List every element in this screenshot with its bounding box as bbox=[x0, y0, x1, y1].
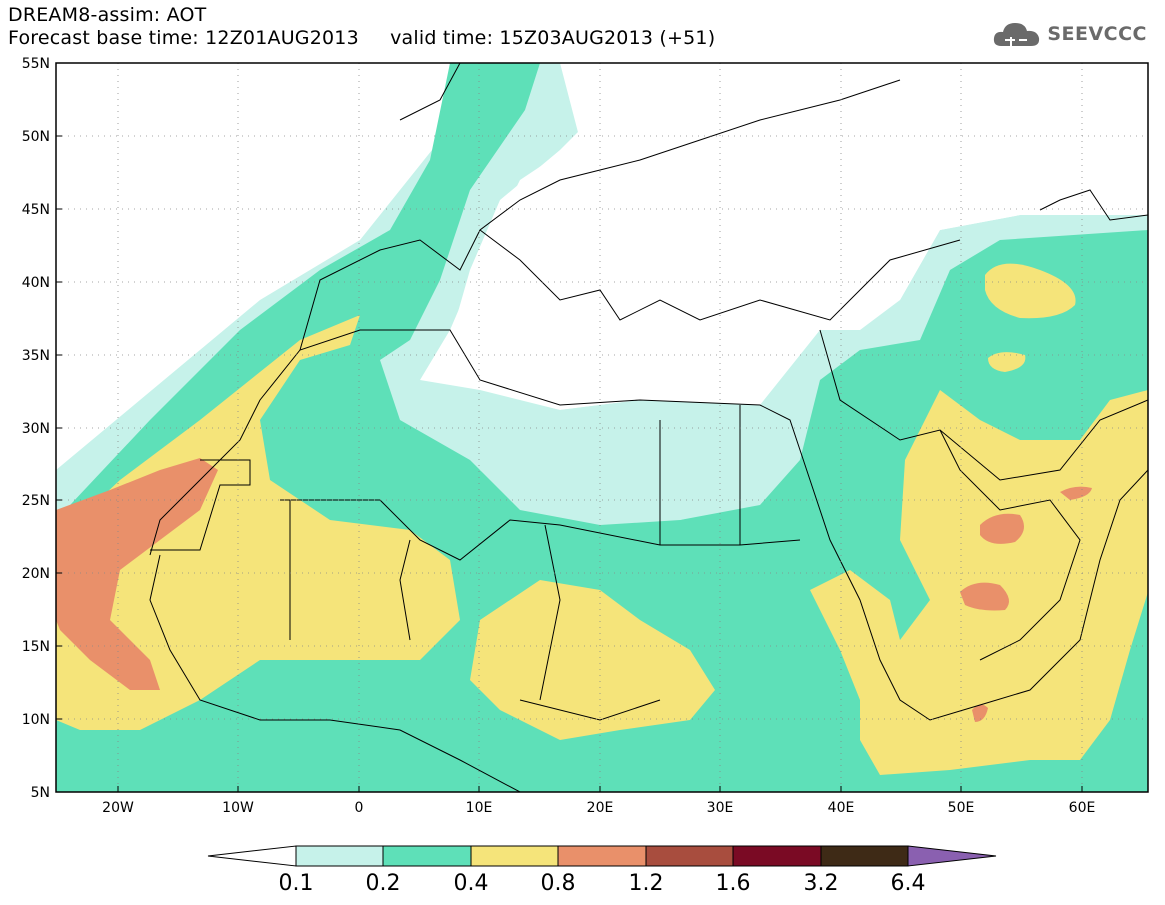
colorbar-label: 0.2 bbox=[366, 871, 401, 896]
colorbar-box bbox=[382, 845, 472, 867]
lon-labels: 20W 10W 0 10E 20E 30E 40E 50E 60E bbox=[102, 800, 1095, 816]
lat-label: 10N bbox=[22, 712, 50, 728]
lon-label: 10W bbox=[222, 800, 254, 816]
colorbar-label: 3.2 bbox=[804, 871, 839, 896]
lon-label: 10E bbox=[466, 800, 493, 816]
seevccc-logo: SEEVCCC bbox=[991, 18, 1147, 50]
aot-band-0-8c bbox=[960, 582, 1009, 611]
title-block: DREAM8-assim: AOT Forecast base time: 12… bbox=[8, 4, 715, 50]
aot-band-0-4d bbox=[985, 263, 1076, 319]
colorbar-arrow-low bbox=[207, 845, 297, 867]
logo-text: SEEVCCC bbox=[1047, 23, 1147, 45]
colorbar-label: 0.1 bbox=[279, 871, 314, 896]
colorbar-box bbox=[732, 845, 822, 867]
aot-low-region bbox=[470, 390, 790, 520]
aot-band-0-8e bbox=[972, 704, 988, 722]
time-line: Forecast base time: 12Z01AUG2013 valid t… bbox=[8, 27, 715, 50]
colorbar-label: 6.4 bbox=[891, 871, 926, 896]
aot-clear-europe bbox=[450, 63, 1148, 405]
colorbar-label: 1.2 bbox=[629, 871, 664, 896]
colorbar-label: 1.6 bbox=[716, 871, 751, 896]
lon-label: 30E bbox=[707, 800, 734, 816]
colorbar-box bbox=[645, 845, 734, 867]
colorbar-arrow-high bbox=[907, 845, 997, 867]
aot-contours bbox=[56, 63, 1148, 792]
colorbar-labels: 0.1 0.2 0.4 0.8 1.2 1.6 3.2 6.4 bbox=[279, 871, 926, 896]
graticule bbox=[56, 63, 1148, 792]
aot-band-0-4 bbox=[56, 315, 460, 730]
lat-label: 55N bbox=[22, 56, 50, 72]
valid-time: valid time: 15Z03AUG2013 (+51) bbox=[390, 27, 716, 49]
lon-label: 20E bbox=[587, 800, 614, 816]
lon-label: 50E bbox=[948, 800, 975, 816]
coastlines bbox=[149, 63, 1148, 792]
aot-band-0-8 bbox=[56, 458, 218, 690]
aot-band-0-4b bbox=[470, 580, 715, 740]
lat-label: 35N bbox=[22, 348, 50, 364]
lat-labels: 55N 50N 45N 40N 35N 30N 25N 20N 15N 10N … bbox=[22, 56, 50, 801]
lat-label: 50N bbox=[22, 129, 50, 145]
aot-band-0-8b bbox=[980, 513, 1024, 544]
lon-label: 40E bbox=[828, 800, 855, 816]
colorbar-box bbox=[820, 845, 909, 867]
colorbar-box bbox=[557, 845, 647, 867]
lat-label: 45N bbox=[22, 202, 50, 218]
lon-label: 20W bbox=[102, 800, 134, 816]
aot-band-0-8d bbox=[1060, 486, 1092, 500]
aot-band-0-4c bbox=[810, 390, 1148, 775]
colorbar-label: 0.4 bbox=[454, 871, 489, 896]
colorbar-box bbox=[470, 845, 559, 867]
lat-label: 5N bbox=[31, 785, 50, 801]
lon-label: 0 bbox=[355, 800, 364, 816]
cloud-icon bbox=[994, 23, 1040, 46]
colorbar bbox=[207, 845, 997, 867]
lat-label: 15N bbox=[22, 639, 50, 655]
tick-marks bbox=[56, 62, 1083, 793]
colorbar-label: 0.8 bbox=[541, 871, 576, 896]
lat-label: 30N bbox=[22, 421, 50, 437]
base-time: Forecast base time: 12Z01AUG2013 bbox=[8, 27, 359, 49]
lon-label: 60E bbox=[1069, 800, 1096, 816]
aot-band-0-4e bbox=[988, 352, 1026, 372]
lat-label: 40N bbox=[22, 275, 50, 291]
lat-label: 20N bbox=[22, 566, 50, 582]
lat-label: 25N bbox=[22, 493, 50, 509]
colorbar-box bbox=[295, 845, 384, 867]
map-title: DREAM8-assim: AOT bbox=[8, 4, 207, 26]
